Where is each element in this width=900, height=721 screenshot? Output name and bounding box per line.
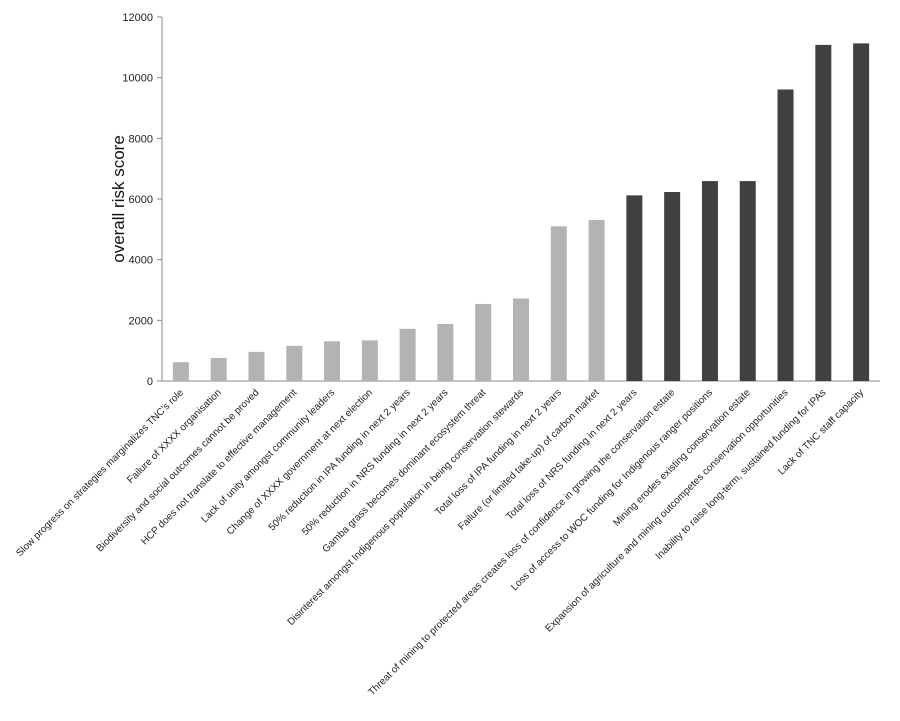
y-axis-ticks: 0 2000 4000 6000 8000 10000 12000 bbox=[122, 12, 162, 388]
bar bbox=[588, 219, 605, 381]
x-category-label: 50% reduction in NRS funding in next 2 y… bbox=[300, 387, 450, 537]
bar bbox=[853, 43, 870, 381]
bar bbox=[739, 181, 756, 381]
x-category-label: 50% reduction in IPA funding in next 2 y… bbox=[267, 387, 413, 533]
y-tick-label: 10000 bbox=[122, 73, 153, 85]
bar bbox=[626, 195, 643, 381]
x-category-label: Lack of unity amongst community leaders bbox=[199, 387, 337, 525]
x-category-label: Mining erodes existing conservation esta… bbox=[611, 387, 753, 529]
bar bbox=[815, 44, 832, 381]
bar bbox=[172, 362, 189, 381]
x-axis-category-labels: Slow progress on strategies marginalizes… bbox=[14, 387, 866, 698]
bar bbox=[248, 351, 265, 381]
bar bbox=[513, 298, 529, 381]
bar bbox=[324, 341, 341, 381]
y-tick-label: 4000 bbox=[129, 255, 153, 267]
bar bbox=[777, 89, 794, 381]
bar bbox=[210, 357, 227, 381]
y-tick-label: 6000 bbox=[129, 194, 153, 206]
y-axis-title: overall risk score bbox=[109, 135, 128, 263]
bar-series bbox=[172, 43, 870, 381]
y-tick-label: 2000 bbox=[129, 315, 153, 327]
y-tick-label: 12000 bbox=[122, 12, 153, 24]
bar bbox=[475, 303, 492, 381]
bar bbox=[550, 226, 567, 381]
bar bbox=[664, 192, 681, 381]
x-category-label: Failure (or limited take-up) of carbon m… bbox=[456, 387, 601, 532]
bar bbox=[286, 345, 303, 381]
bar bbox=[399, 328, 416, 381]
x-category-label: Expansion of agriculture and mining outc… bbox=[543, 387, 790, 634]
y-tick-label: 0 bbox=[147, 376, 153, 388]
bar bbox=[437, 323, 454, 381]
x-category-label: Total loss of NRS funding in next 2 year… bbox=[504, 387, 639, 522]
bar bbox=[361, 340, 378, 381]
bar bbox=[701, 181, 718, 381]
y-tick-label: 8000 bbox=[129, 133, 153, 145]
